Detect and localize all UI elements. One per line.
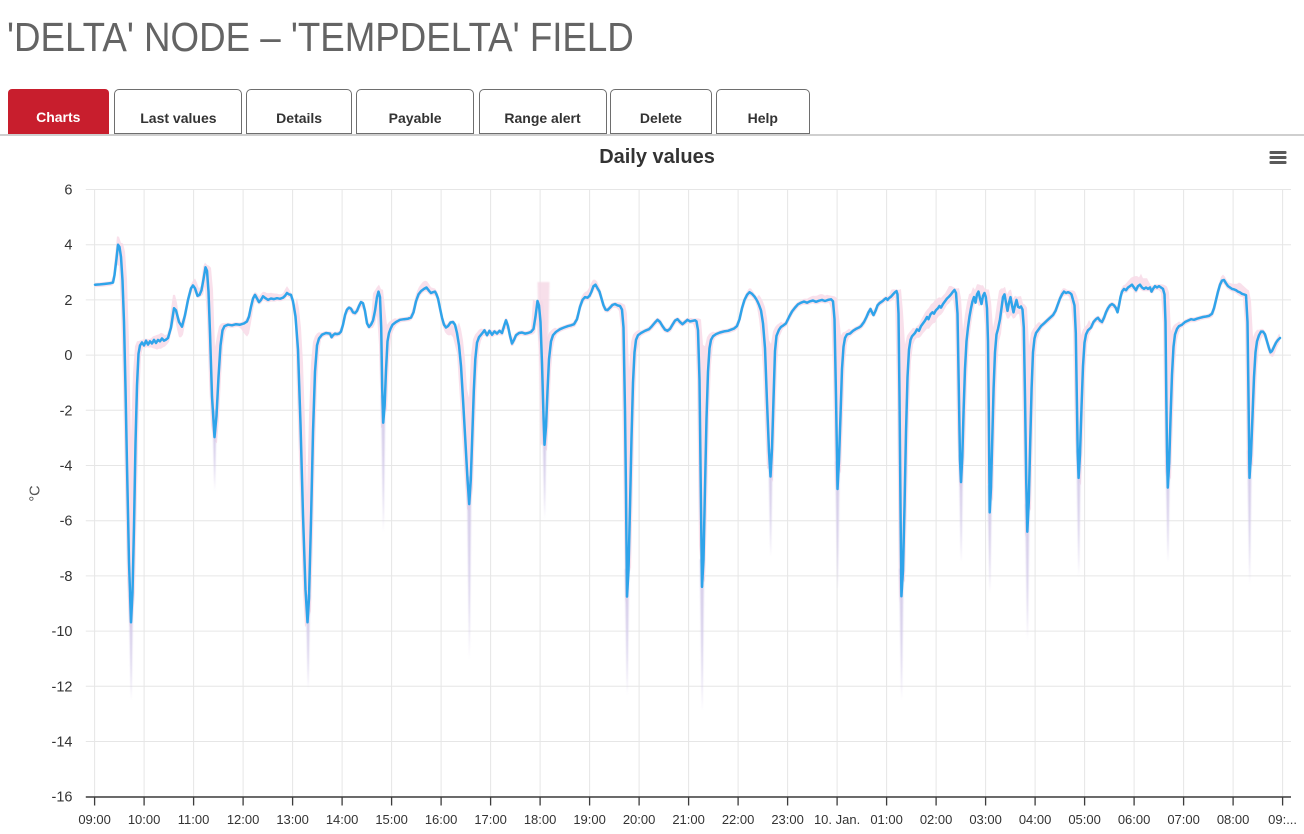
svg-text:14:00: 14:00	[326, 812, 359, 827]
svg-text:15:00: 15:00	[375, 812, 408, 827]
svg-text:08:00: 08:00	[1217, 812, 1250, 827]
svg-text:20:00: 20:00	[623, 812, 656, 827]
svg-text:22:00: 22:00	[722, 812, 755, 827]
svg-text:17:00: 17:00	[474, 812, 507, 827]
svg-text:19:00: 19:00	[573, 812, 606, 827]
svg-text:-4: -4	[60, 459, 73, 475]
svg-text:-2: -2	[60, 403, 73, 419]
svg-text:10. Jan.: 10. Jan.	[814, 812, 860, 827]
svg-text:10:00: 10:00	[128, 812, 161, 827]
svg-text:09:...: 09:...	[1268, 812, 1297, 827]
svg-text:03:00: 03:00	[969, 812, 1002, 827]
svg-text:2: 2	[64, 293, 72, 309]
svg-text:07:00: 07:00	[1167, 812, 1200, 827]
svg-text:-12: -12	[52, 679, 73, 695]
svg-text:11:00: 11:00	[178, 812, 210, 827]
svg-text:09:00: 09:00	[78, 812, 111, 827]
svg-text:-8: -8	[60, 569, 73, 585]
svg-text:6: 6	[64, 183, 72, 199]
svg-text:-10: -10	[52, 624, 73, 640]
svg-text:23:00: 23:00	[771, 812, 804, 827]
svg-text:04:00: 04:00	[1019, 812, 1052, 827]
svg-text:12:00: 12:00	[227, 812, 260, 827]
svg-text:-16: -16	[52, 790, 73, 806]
svg-text:18:00: 18:00	[524, 812, 557, 827]
svg-text:°C: °C	[28, 485, 44, 501]
svg-text:21:00: 21:00	[672, 812, 705, 827]
svg-text:13:00: 13:00	[276, 812, 309, 827]
svg-text:05:00: 05:00	[1068, 812, 1101, 827]
svg-text:-6: -6	[60, 514, 73, 530]
svg-text:01:00: 01:00	[870, 812, 903, 827]
svg-text:0: 0	[64, 348, 72, 364]
svg-text:02:00: 02:00	[920, 812, 953, 827]
svg-text:16:00: 16:00	[425, 812, 458, 827]
svg-text:4: 4	[64, 238, 72, 254]
svg-text:-14: -14	[52, 735, 73, 751]
svg-text:Daily values: Daily values	[599, 146, 715, 168]
svg-text:06:00: 06:00	[1118, 812, 1151, 827]
